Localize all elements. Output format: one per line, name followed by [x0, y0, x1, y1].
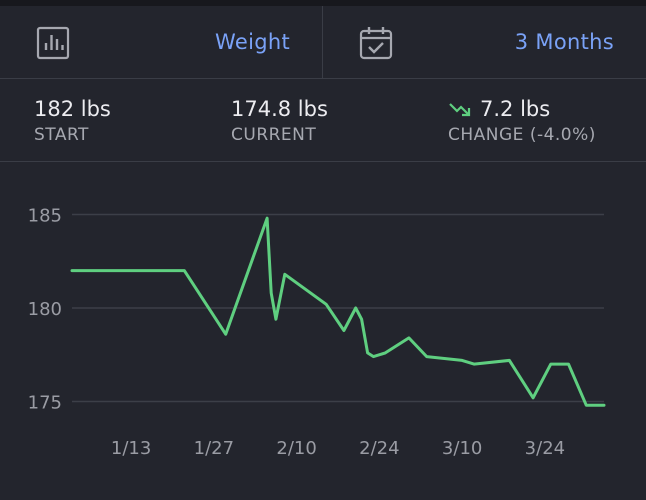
start-value: 182 lbs: [34, 97, 111, 121]
x-tick-label: 2/10: [276, 438, 316, 459]
current-label: CURRENT: [231, 125, 317, 145]
calendar-check-icon: [359, 27, 393, 60]
change-label: CHANGE (-4.0%): [448, 125, 596, 145]
y-tick-label: 180: [28, 299, 62, 320]
trend-down-icon: [449, 103, 471, 117]
change-value-row: 7.2 lbs: [448, 97, 596, 121]
stat-change: 7.2 lbs CHANGE (-4.0%): [448, 97, 596, 145]
stat-start: 182 lbs START: [34, 97, 111, 145]
bar-chart-icon: [36, 26, 70, 60]
grid-lines: [72, 213, 604, 403]
stats-row: 182 lbs START 174.8 lbs CURRENT 7.2 lbs …: [0, 79, 646, 162]
weight-chart: 175 180 185 1/13 1/27 2/10 2/24 3/10 3/24: [0, 162, 646, 500]
x-tick-label: 1/13: [111, 438, 151, 459]
start-label: START: [34, 125, 89, 145]
metric-label: Weight: [215, 30, 290, 54]
range-label: 3 Months: [514, 30, 614, 54]
weight-series-line: [70, 216, 606, 407]
metric-selector[interactable]: Weight: [0, 6, 323, 78]
weight-chart-svg: 175 180 185 1/13 1/27 2/10 2/24 3/10 3/24: [28, 205, 606, 459]
x-tick-labels: 1/13 1/27 2/10 2/24 3/10 3/24: [111, 438, 565, 459]
top-edge: [0, 0, 646, 6]
x-tick-label: 3/10: [442, 438, 482, 459]
y-tick-labels: 175 180 185: [28, 205, 62, 413]
selector-bar: Weight 3 Months: [0, 6, 646, 79]
x-tick-label: 1/27: [194, 438, 234, 459]
x-tick-label: 2/24: [359, 438, 399, 459]
x-tick-label: 3/24: [525, 438, 565, 459]
range-selector[interactable]: 3 Months: [323, 6, 646, 78]
y-tick-label: 175: [28, 393, 62, 414]
change-value: 7.2 lbs: [480, 97, 551, 121]
y-tick-label: 185: [28, 205, 62, 226]
current-value: 174.8 lbs: [231, 97, 328, 121]
stat-current: 174.8 lbs CURRENT: [231, 97, 328, 145]
